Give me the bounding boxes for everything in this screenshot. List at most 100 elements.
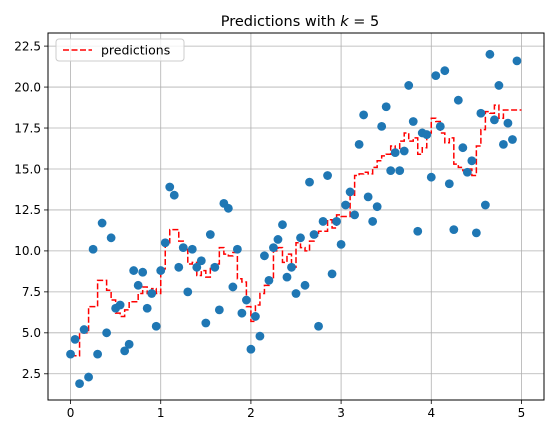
- data-point: [210, 262, 220, 272]
- y-axis: 2.5 5.0 7.5 10.0 12.5 15.0 17.5 20.0 22.5: [14, 39, 48, 381]
- data-point: [97, 218, 107, 228]
- data-point: [255, 331, 265, 341]
- data-point: [395, 166, 405, 176]
- data-point: [84, 372, 93, 382]
- data-point: [151, 321, 161, 331]
- x-tick-label: 2: [247, 406, 255, 420]
- data-point: [147, 289, 157, 298]
- data-point: [467, 156, 477, 166]
- data-point: [490, 115, 499, 125]
- data-point: [345, 187, 355, 197]
- grid: [48, 33, 544, 400]
- data-point: [223, 203, 233, 213]
- data-point: [494, 81, 504, 90]
- data-point: [282, 272, 292, 282]
- data-point: [160, 238, 170, 248]
- data-point: [129, 266, 139, 275]
- data-point: [169, 190, 179, 200]
- y-tick-label: 2.5: [22, 367, 41, 381]
- data-point: [440, 66, 450, 76]
- data-point: [214, 305, 224, 315]
- x-tick-label: 0: [67, 406, 75, 420]
- data-point: [242, 295, 251, 305]
- scatter-series: [66, 49, 522, 389]
- y-tick-label: 5.0: [22, 326, 41, 340]
- data-point: [408, 117, 418, 126]
- data-point: [260, 251, 269, 261]
- data-point: [368, 217, 378, 226]
- data-point: [106, 233, 116, 243]
- data-point: [435, 121, 445, 131]
- data-point: [318, 217, 328, 226]
- chart-title-variable: k: [340, 14, 349, 30]
- data-point: [296, 233, 305, 243]
- data-point: [323, 171, 332, 180]
- x-tick-label: 3: [337, 406, 345, 420]
- x-tick-label: 1: [157, 406, 165, 420]
- data-point: [102, 328, 112, 338]
- predictions-series: [70, 104, 522, 357]
- legend: predictions: [55, 38, 185, 62]
- y-tick-label: 7.5: [22, 285, 41, 299]
- data-point: [178, 243, 188, 253]
- data-point: [390, 148, 400, 158]
- data-point: [264, 275, 274, 285]
- data-point: [512, 56, 522, 66]
- data-point: [305, 177, 314, 187]
- data-point: [332, 217, 341, 226]
- data-point: [476, 108, 486, 118]
- data-point: [372, 202, 382, 212]
- data-point: [426, 172, 436, 182]
- y-tick-label: 15.0: [14, 162, 41, 176]
- data-point: [174, 262, 184, 272]
- data-point: [138, 267, 148, 277]
- y-tick-label: 17.5: [14, 121, 41, 135]
- data-point: [287, 262, 296, 272]
- chart-title-suffix: = 5: [349, 14, 380, 30]
- data-point: [232, 244, 242, 254]
- data-point: [471, 228, 481, 238]
- y-tick-label: 20.0: [14, 80, 41, 94]
- y-tick-label: 22.5: [14, 39, 41, 53]
- data-point: [205, 230, 215, 239]
- data-point: [196, 256, 206, 266]
- data-point: [133, 280, 143, 290]
- data-point: [165, 182, 175, 192]
- data-point: [453, 95, 463, 105]
- legend-box: [55, 38, 185, 62]
- data-point: [341, 200, 350, 210]
- plot-frame: [47, 32, 545, 401]
- data-point: [201, 318, 211, 328]
- data-point: [503, 118, 513, 128]
- data-point: [399, 146, 409, 156]
- data-point: [462, 167, 472, 177]
- data-point: [354, 140, 364, 149]
- data-point: [508, 135, 517, 144]
- data-point: [142, 303, 152, 313]
- data-point: [381, 102, 391, 112]
- data-point: [336, 239, 346, 249]
- data-point: [480, 200, 490, 210]
- x-tick-label: 5: [518, 406, 526, 420]
- data-point: [350, 210, 360, 220]
- y-tick-label: 12.5: [14, 203, 41, 217]
- data-point: [386, 166, 396, 176]
- data-point: [431, 71, 441, 80]
- data-point: [291, 289, 301, 298]
- data-point: [273, 235, 283, 244]
- data-point: [120, 346, 130, 356]
- data-point: [363, 192, 373, 202]
- data-point: [192, 262, 202, 272]
- data-point: [124, 339, 134, 349]
- chart-title-prefix: Predictions with: [221, 14, 341, 30]
- data-point: [422, 130, 432, 139]
- chart-title: Predictions with k = 5: [221, 14, 380, 30]
- x-axis: 0 1 2 3 4 5: [67, 400, 526, 420]
- data-point: [183, 287, 193, 297]
- data-point: [115, 300, 125, 310]
- data-point: [79, 325, 89, 334]
- data-point: [359, 110, 369, 120]
- x-tick-label: 4: [427, 406, 435, 420]
- data-point: [251, 312, 260, 321]
- data-point: [499, 140, 508, 149]
